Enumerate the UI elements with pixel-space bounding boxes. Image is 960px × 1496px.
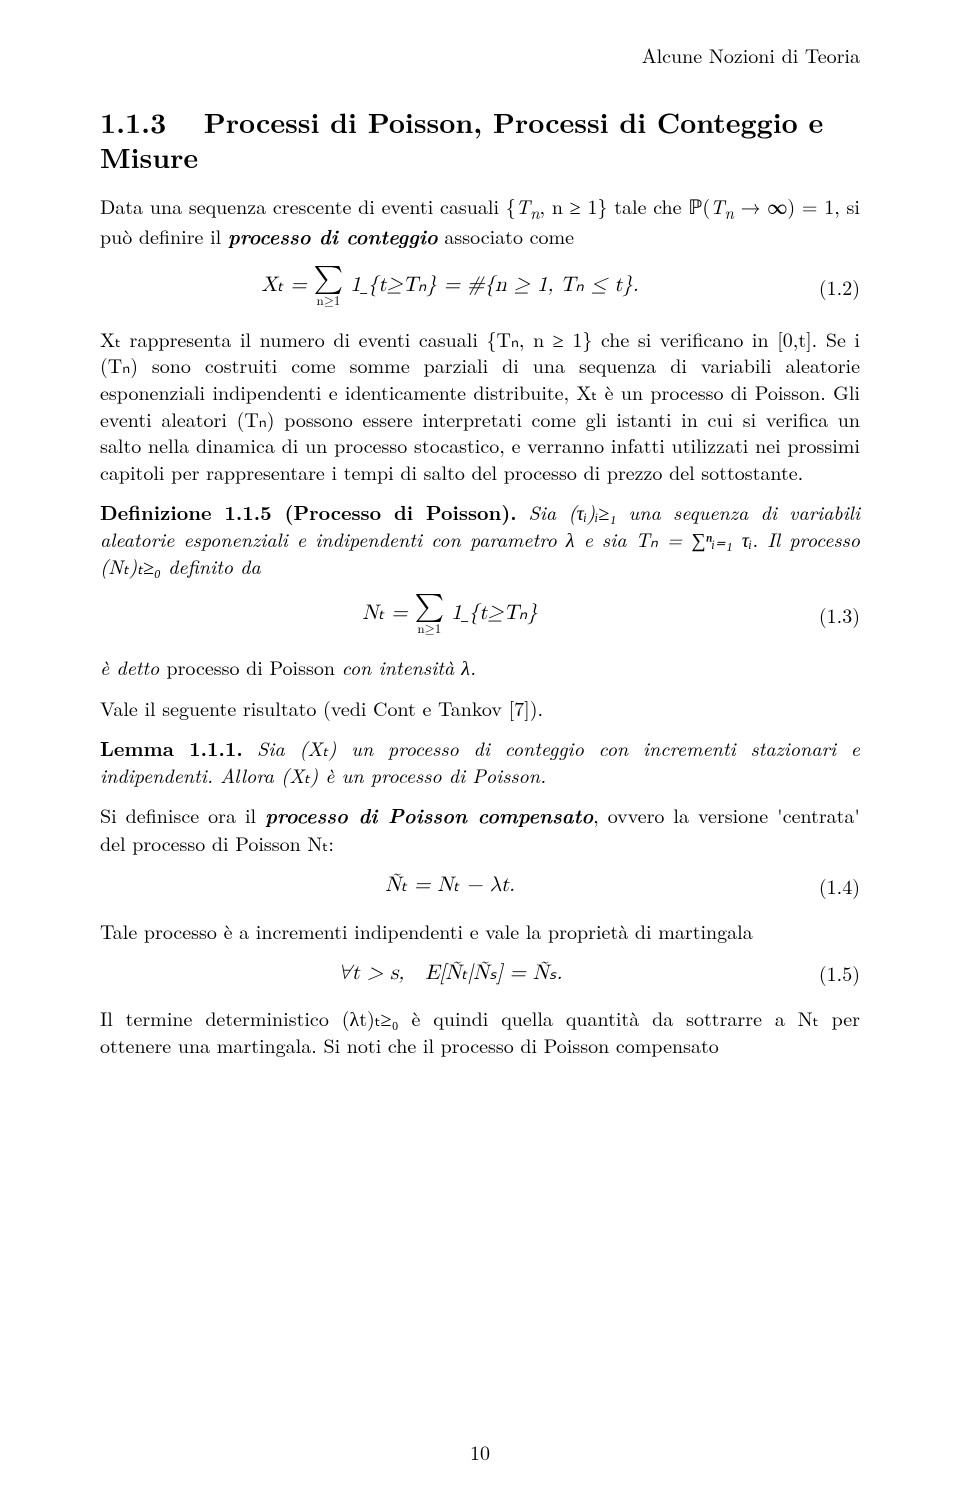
sigma-icon-2: ∑ — [415, 593, 445, 621]
para4-a: Si definisce ora il — [100, 800, 265, 829]
paragraph-4: Si definisce ora il processo di Poisson … — [100, 802, 860, 856]
lemma-1-1-1: Lemma 1.1.1. Sia (Xₜ) un processo di con… — [100, 735, 860, 788]
term-processo-conteggio: processo di conteggio — [228, 222, 438, 251]
def-tail-b: processo di Poisson — [166, 652, 341, 681]
eq12-lhs: Xₜ = — [261, 275, 313, 296]
para1-b: , n ≥ 1} tale che ℙ( — [540, 191, 711, 220]
def-tail-c: con intensità λ. — [342, 652, 476, 681]
section-title: Processi di Poisson, Processi di Contegg… — [100, 102, 823, 177]
equation-1-4: Ñₜ = Nₜ − λt. (1.4) — [100, 871, 860, 900]
equation-1-2-body: Xₜ = ∑ n≥1 1_{t≥Tₙ} = #{n ≥ 1, Tₙ ≤ t}. — [100, 265, 800, 308]
section-number: 1.1.3 — [100, 102, 166, 142]
equation-1-4-body: Ñₜ = Nₜ − λt. — [100, 872, 800, 898]
def-tail-a: è detto — [100, 652, 166, 681]
definition-1-1-5: Definizione 1.1.5 (Processo di Poisson).… — [100, 499, 860, 579]
eq13-mid: 1_{t≥Tₙ} — [451, 603, 538, 624]
para1-d: associato come — [438, 221, 574, 250]
equation-1-3-number: (1.3) — [800, 600, 860, 629]
running-head: Alcune Nozioni di Teoria — [100, 40, 860, 69]
math-tn: Tn — [516, 191, 540, 220]
definition-tail: è detto processo di Poisson con intensit… — [100, 654, 860, 681]
lemma-label: Lemma 1.1.1. — [100, 733, 243, 762]
equation-1-5-body: ∀t > s, E[Ñₜ|Ñₛ] = Ñₛ. — [100, 960, 800, 986]
definition-label: Definizione 1.1.5 (Processo di Poisson). — [100, 497, 517, 526]
sum-symbol-2: ∑ n≥1 — [415, 593, 445, 636]
equation-1-2: Xₜ = ∑ n≥1 1_{t≥Tₙ} = #{n ≥ 1, Tₙ ≤ t}. … — [100, 265, 860, 308]
eq13-lhs: Nₜ = — [362, 603, 414, 624]
sum-sub-2: n≥1 — [415, 623, 445, 636]
equation-1-3-body: Nₜ = ∑ n≥1 1_{t≥Tₙ} — [100, 593, 800, 636]
paragraph-6: Il termine deterministico (λt)ₜ≥₀ è quin… — [100, 1005, 860, 1058]
paragraph-3: Vale il seguente risultato (vedi Cont e … — [100, 695, 860, 722]
paragraph-5: Tale processo è a incrementi indipendent… — [100, 918, 860, 945]
sum-sub: n≥1 — [314, 295, 344, 308]
paragraph-2: Xₜ rappresenta il numero di eventi casua… — [100, 326, 860, 486]
section-heading: 1.1.3 Processi di Poisson, Processi di C… — [100, 105, 860, 175]
sum-symbol: ∑ n≥1 — [314, 265, 344, 308]
page-number: 10 — [0, 1437, 960, 1466]
equation-1-5-number: (1.5) — [800, 958, 860, 987]
para1-a: Data una sequenza crescente di eventi ca… — [100, 191, 516, 220]
eq12-mid: 1_{t≥Tₙ} = #{n ≥ 1, Tₙ ≤ t}. — [350, 275, 638, 296]
equation-1-4-number: (1.4) — [800, 871, 860, 900]
equation-1-2-number: (1.2) — [800, 272, 860, 301]
equation-1-5: ∀t > s, E[Ñₜ|Ñₛ] = Ñₛ. (1.5) — [100, 958, 860, 987]
sigma-icon: ∑ — [314, 265, 344, 293]
term-poisson-compensato: processo di Poisson compensato — [265, 801, 593, 830]
page: Alcune Nozioni di Teoria 1.1.3 Processi … — [0, 0, 960, 1496]
math-tn2: Tn — [710, 191, 734, 220]
equation-1-3: Nₜ = ∑ n≥1 1_{t≥Tₙ} (1.3) — [100, 593, 860, 636]
intro-paragraph: Data una sequenza crescente di eventi ca… — [100, 193, 860, 251]
